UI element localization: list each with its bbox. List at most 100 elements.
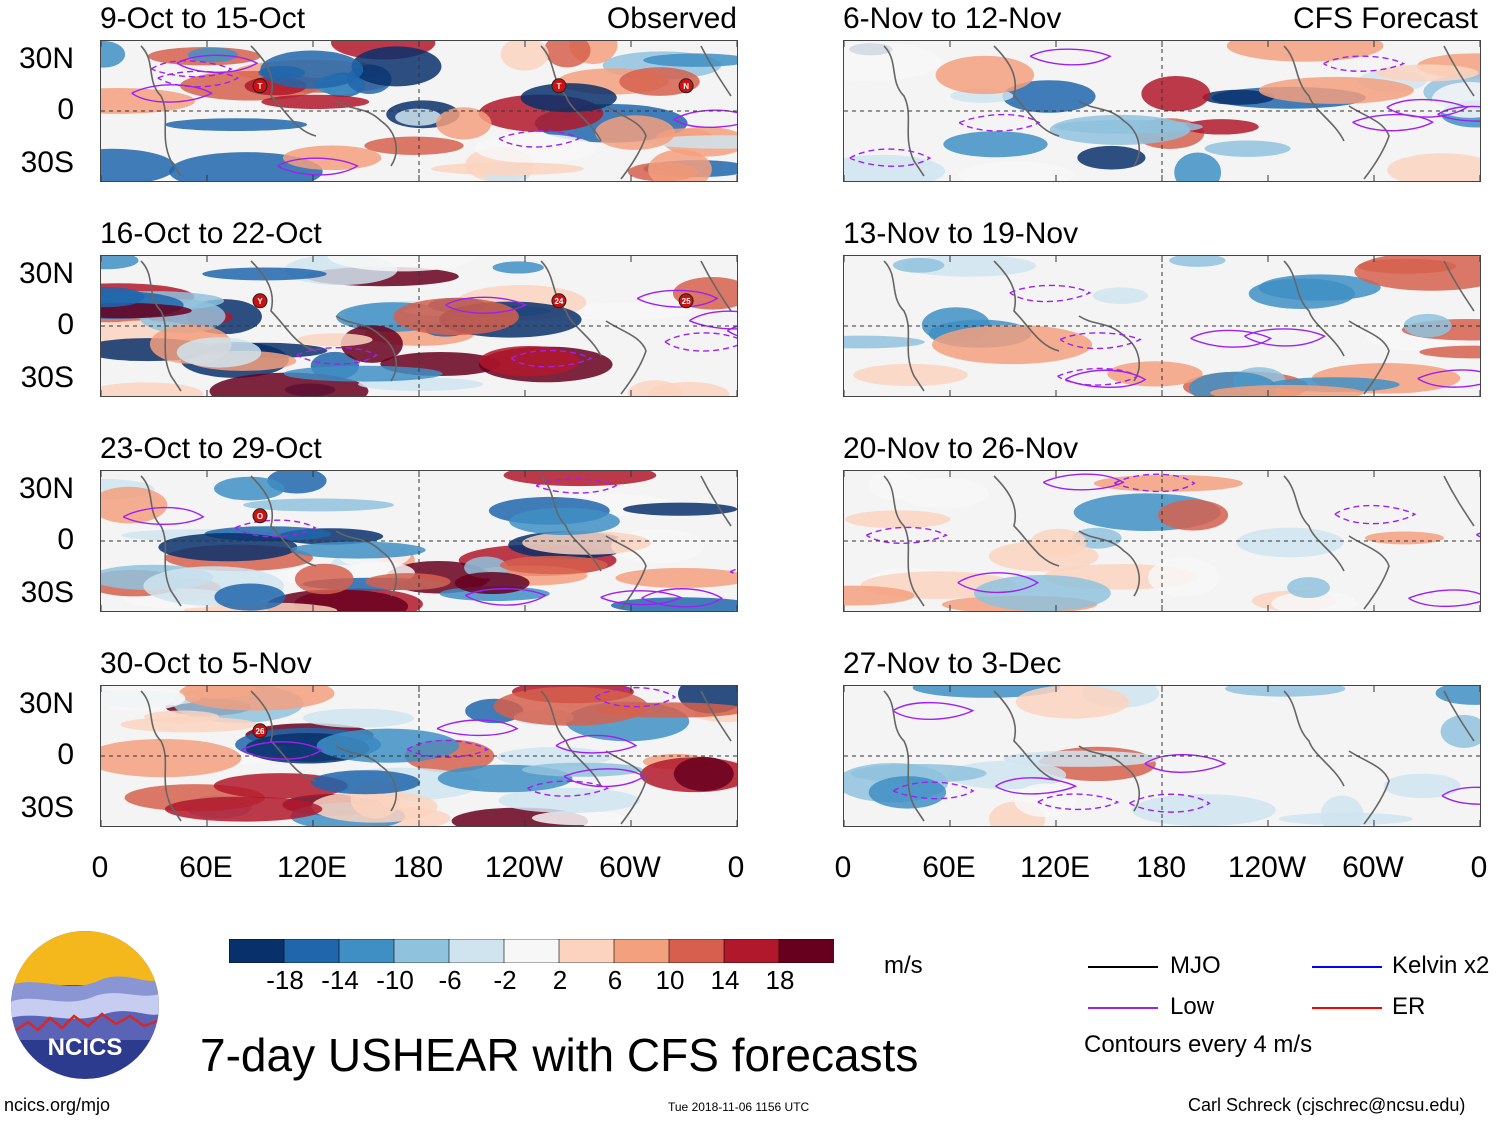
shear-anomaly-blob	[549, 302, 693, 321]
shear-anomaly-blob	[520, 83, 617, 113]
coastline	[700, 260, 732, 312]
shear-anomaly-blob	[1183, 119, 1259, 135]
low-contour	[527, 780, 610, 797]
shear-anomaly-blob	[364, 136, 464, 155]
map-panel: Y 24 25	[100, 255, 738, 397]
colorbar-label: -2	[493, 965, 517, 995]
lat-tick-label: 30N	[18, 42, 74, 75]
shear-anomaly-blob	[673, 756, 734, 792]
shear-anomaly-blob	[648, 149, 712, 181]
lon-tick-label: 180	[1135, 851, 1187, 884]
observed-header: Observed	[606, 2, 737, 35]
low-contour	[1059, 332, 1142, 350]
colorbar-swatch	[723, 939, 780, 963]
coastline	[700, 690, 732, 742]
coastline	[540, 260, 602, 357]
tropical-cyclone-icon: 26	[252, 723, 268, 739]
shear-anomaly-blob	[282, 145, 382, 171]
coastline	[605, 105, 647, 180]
lat-tick-label: 0	[57, 93, 74, 126]
shear-anomaly-blob	[101, 41, 126, 68]
low-contour	[1009, 284, 1092, 303]
map-panel	[843, 685, 1481, 827]
colorbar-label: 14	[710, 965, 740, 995]
coastline	[993, 45, 1060, 137]
ncics-logo: NCICS	[10, 930, 160, 1080]
lon-tick-label: 60W	[599, 851, 661, 884]
lon-tick-label: 60E	[922, 851, 976, 884]
shear-anomaly-blob	[1093, 474, 1243, 492]
coastline	[1348, 535, 1390, 610]
low-contour	[849, 148, 932, 167]
legend-line-low	[1088, 1007, 1158, 1009]
legend-label-kelvin: Kelvin x2	[1392, 952, 1490, 979]
colorbar-swatch	[613, 939, 670, 963]
lat-tick-label: 30N	[18, 687, 74, 720]
shear-anomaly-blob	[164, 796, 323, 822]
shear-anomaly-blob	[1258, 76, 1414, 104]
colorbar-swatch	[229, 939, 285, 963]
coastline	[540, 45, 602, 142]
shear-anomaly-blob	[214, 476, 285, 501]
colorbar-label: -10	[376, 965, 414, 995]
shear-anomaly-blob	[1387, 153, 1480, 181]
storm-label: T	[258, 82, 263, 91]
shear-anomaly-blob	[1357, 258, 1457, 274]
shear-anomaly-blob	[101, 686, 186, 711]
colorbar-swatch	[448, 939, 505, 963]
low-contour	[689, 310, 737, 330]
legend-label-mjo: MJO	[1170, 952, 1221, 979]
shear-anomaly-blob	[202, 267, 327, 281]
storm-label: N	[683, 82, 689, 91]
lat-tick-label: 30S	[20, 361, 74, 394]
shear-anomaly-blob	[498, 787, 640, 813]
low-contour	[1029, 48, 1112, 66]
shear-anomaly-blob	[311, 790, 438, 823]
shear-anomaly-blob	[351, 46, 442, 87]
low-contour	[600, 590, 683, 606]
lon-tick-label: 120W	[1227, 851, 1307, 884]
shear-anomaly-blob	[327, 256, 477, 272]
low-contour	[131, 84, 214, 103]
colorbar-swatch	[393, 939, 450, 963]
tropical-cyclone-icon: 25	[678, 293, 694, 309]
shear-anomaly-blob	[296, 333, 373, 347]
low-contour	[641, 588, 723, 608]
shear-anomaly-blob	[500, 41, 549, 71]
shear-anomaly-blob	[1278, 812, 1413, 826]
low-contour	[122, 506, 205, 525]
coastline	[883, 260, 925, 392]
storm-label: 26	[256, 727, 265, 736]
shear-anomaly-blob	[101, 87, 196, 114]
shear-anomaly-blob	[935, 55, 1035, 95]
coastline	[883, 45, 925, 177]
shear-anomaly-blob	[436, 107, 492, 140]
low-contour	[1042, 473, 1125, 491]
legend-line-er	[1312, 1007, 1382, 1009]
shear-anomaly-blob	[474, 133, 597, 164]
shear-anomaly-blob	[492, 261, 544, 274]
shear-anomaly-blob	[1015, 686, 1130, 719]
shear-anomaly-blob	[1002, 80, 1096, 113]
shear-anomaly-blob	[1202, 89, 1275, 105]
colorbar-label: 6	[607, 965, 623, 995]
shear-anomaly-blob	[622, 502, 737, 516]
shear-anomaly-blob	[943, 131, 1048, 158]
shear-anomaly-blob	[1141, 76, 1211, 112]
low-contour	[865, 526, 948, 544]
shear-anomaly-blob	[1376, 64, 1479, 82]
lat-tick-label: 0	[57, 738, 74, 771]
lon-tick-label: 60W	[1342, 851, 1404, 884]
shear-anomaly-blob	[898, 477, 989, 509]
lon-tick-label: 60E	[179, 851, 233, 884]
low-contour	[1037, 793, 1120, 811]
lon-tick-label: 120W	[484, 851, 564, 884]
shear-anomaly-blob	[521, 762, 643, 777]
coastline	[1078, 100, 1140, 167]
coastline	[1348, 320, 1390, 395]
coastline	[1443, 45, 1475, 97]
shear-anomaly-blob	[932, 324, 1093, 365]
legend-line-kelvin	[1312, 966, 1382, 968]
shear-anomaly-blob	[316, 728, 460, 763]
footer-url[interactable]: ncics.org/mjo	[4, 1095, 111, 1115]
